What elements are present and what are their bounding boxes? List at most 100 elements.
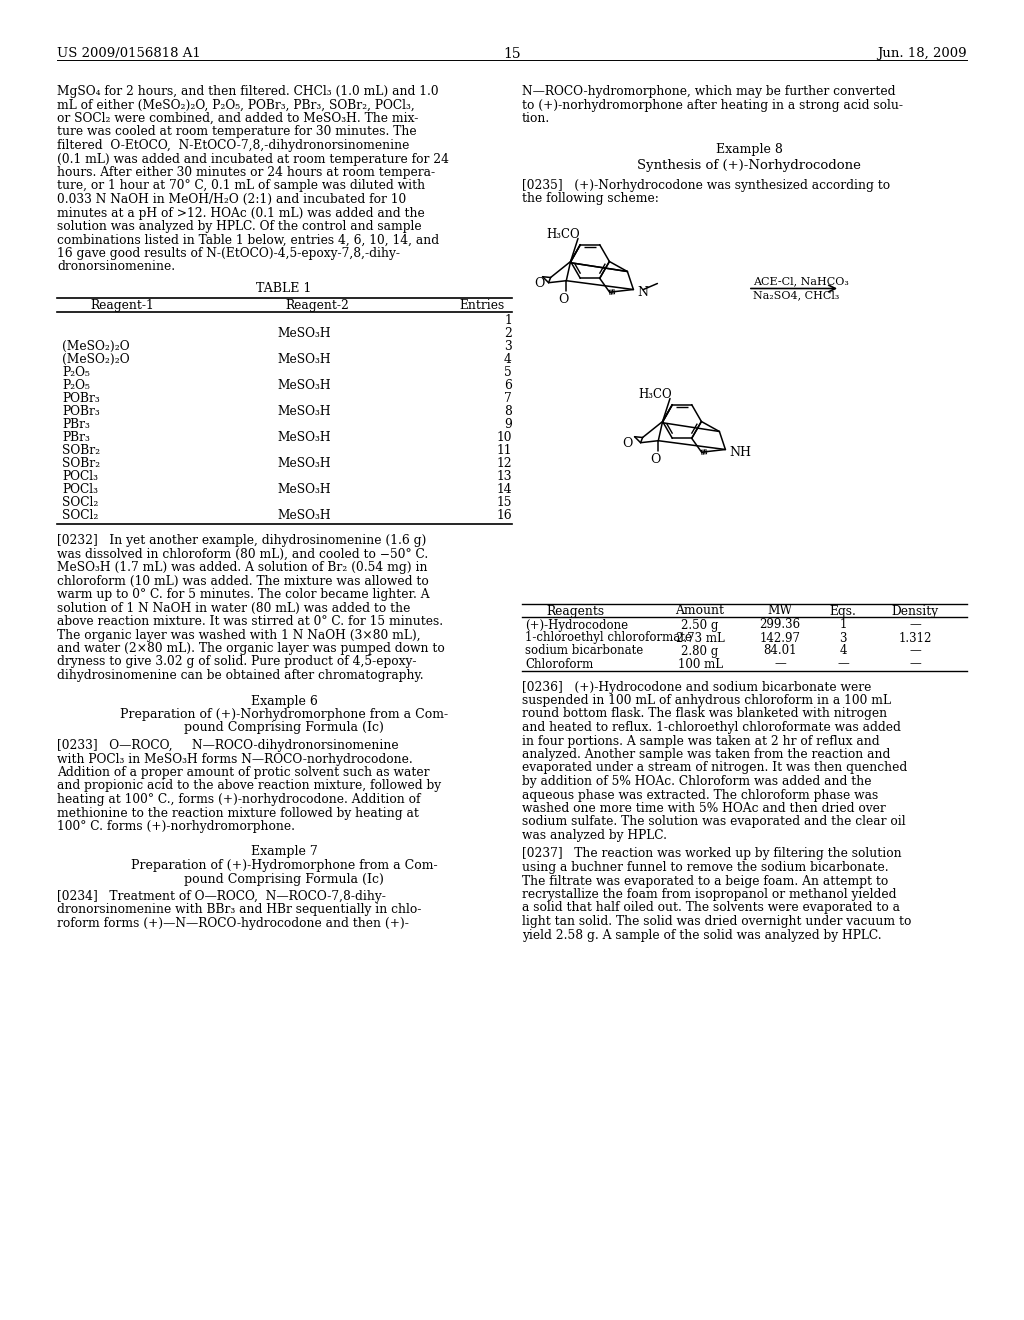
- Text: —: —: [838, 657, 849, 671]
- Text: O: O: [535, 277, 545, 289]
- Text: aqueous phase was extracted. The chloroform phase was: aqueous phase was extracted. The chlorof…: [522, 788, 879, 801]
- Text: pound Comprising Formula (Ic): pound Comprising Formula (Ic): [184, 873, 384, 886]
- Text: 2.73 mL: 2.73 mL: [676, 631, 724, 644]
- Text: O: O: [623, 437, 633, 450]
- Text: MeSO₃H (1.7 mL) was added. A solution of Br₂ (0.54 mg) in: MeSO₃H (1.7 mL) was added. A solution of…: [57, 561, 427, 574]
- Text: 1.312: 1.312: [898, 631, 932, 644]
- Text: using a buchner funnel to remove the sodium bicarbonate.: using a buchner funnel to remove the sod…: [522, 861, 889, 874]
- Text: The filtrate was evaporated to a beige foam. An attempt to: The filtrate was evaporated to a beige f…: [522, 874, 888, 887]
- Text: O: O: [650, 453, 660, 466]
- Text: 12: 12: [497, 457, 512, 470]
- Text: POBr₃: POBr₃: [62, 405, 99, 418]
- Text: roform forms (+)—N—ROCO-hydrocodone and then (+)-: roform forms (+)—N—ROCO-hydrocodone and …: [57, 917, 409, 931]
- Text: to (+)-norhydromorphone after heating in a strong acid solu-: to (+)-norhydromorphone after heating in…: [522, 99, 903, 111]
- Text: minutes at a pH of >12. HOAc (0.1 mL) was added and the: minutes at a pH of >12. HOAc (0.1 mL) wa…: [57, 206, 425, 219]
- Text: (MeSO₂)₂O: (MeSO₂)₂O: [62, 341, 130, 352]
- Text: the following scheme:: the following scheme:: [522, 191, 658, 205]
- Text: (MeSO₂)₂O: (MeSO₂)₂O: [62, 352, 130, 366]
- Text: heating at 100° C., forms (+)-norhydrocodone. Addition of: heating at 100° C., forms (+)-norhydroco…: [57, 793, 421, 807]
- Text: 100° C. forms (+)-norhydromorphone.: 100° C. forms (+)-norhydromorphone.: [57, 820, 295, 833]
- Text: solution was analyzed by HPLC. Of the control and sample: solution was analyzed by HPLC. Of the co…: [57, 220, 422, 234]
- Text: POBr₃: POBr₃: [62, 392, 99, 405]
- Text: or SOCl₂ were combined, and added to MeSO₃H. The mix-: or SOCl₂ were combined, and added to MeS…: [57, 112, 419, 125]
- Text: and heated to reflux. 1-chloroethyl chloroformate was added: and heated to reflux. 1-chloroethyl chlo…: [522, 721, 901, 734]
- Text: SOCl₂: SOCl₂: [62, 510, 98, 521]
- Text: sodium sulfate. The solution was evaporated and the clear oil: sodium sulfate. The solution was evapora…: [522, 816, 905, 829]
- Text: 100 mL: 100 mL: [678, 657, 723, 671]
- Text: chloroform (10 mL) was added. The mixture was allowed to: chloroform (10 mL) was added. The mixtur…: [57, 574, 429, 587]
- Text: 9: 9: [504, 418, 512, 432]
- Text: 1: 1: [840, 619, 847, 631]
- Text: [0232]   In yet another example, dihydrosinomenine (1.6 g): [0232] In yet another example, dihydrosi…: [57, 535, 426, 546]
- Text: (0.1 mL) was added and incubated at room temperature for 24: (0.1 mL) was added and incubated at room…: [57, 153, 449, 165]
- Text: Reagents: Reagents: [546, 605, 604, 618]
- Text: MgSO₄ for 2 hours, and then filtered. CHCl₃ (1.0 mL) and 1.0: MgSO₄ for 2 hours, and then filtered. CH…: [57, 84, 438, 98]
- Text: P₂O₅: P₂O₅: [62, 379, 90, 392]
- Text: warm up to 0° C. for 5 minutes. The color became lighter. A: warm up to 0° C. for 5 minutes. The colo…: [57, 587, 430, 601]
- Text: and water (2×80 mL). The organic layer was pumped down to: and water (2×80 mL). The organic layer w…: [57, 642, 444, 655]
- Text: N—ROCO-hydromorphone, which may be further converted: N—ROCO-hydromorphone, which may be furth…: [522, 84, 896, 98]
- Text: US 2009/0156818 A1: US 2009/0156818 A1: [57, 48, 201, 59]
- Text: 84.01: 84.01: [763, 644, 797, 657]
- Text: —: —: [774, 657, 785, 671]
- Text: 10: 10: [497, 432, 512, 444]
- Text: was analyzed by HPLC.: was analyzed by HPLC.: [522, 829, 667, 842]
- Text: MeSO₃H: MeSO₃H: [278, 379, 331, 392]
- Text: tion.: tion.: [522, 112, 550, 125]
- Text: suspended in 100 mL of anhydrous chloroform in a 100 mL: suspended in 100 mL of anhydrous chlorof…: [522, 694, 891, 708]
- Text: 299.36: 299.36: [760, 619, 801, 631]
- Text: hours. After either 30 minutes or 24 hours at room tempera-: hours. After either 30 minutes or 24 hou…: [57, 166, 435, 180]
- Text: Addition of a proper amount of protic solvent such as water: Addition of a proper amount of protic so…: [57, 766, 429, 779]
- Text: P₂O₅: P₂O₅: [62, 366, 90, 379]
- Text: 5: 5: [504, 366, 512, 379]
- Text: ture, or 1 hour at 70° C, 0.1 mL of sample was diluted with: ture, or 1 hour at 70° C, 0.1 mL of samp…: [57, 180, 425, 193]
- Text: 15: 15: [497, 496, 512, 510]
- Text: —: —: [909, 657, 921, 671]
- Text: [0237]   The reaction was worked up by filtering the solution: [0237] The reaction was worked up by fil…: [522, 847, 901, 861]
- Text: MeSO₃H: MeSO₃H: [278, 457, 331, 470]
- Text: POCl₃: POCl₃: [62, 483, 98, 496]
- Text: Amount: Amount: [676, 605, 725, 618]
- Text: MeSO₃H: MeSO₃H: [278, 483, 331, 496]
- Text: 16 gave good results of N-(EtOCO)-4,5-epoxy-7,8,-dihy-: 16 gave good results of N-(EtOCO)-4,5-ep…: [57, 247, 400, 260]
- Text: 13: 13: [497, 470, 512, 483]
- Text: Jun. 18, 2009: Jun. 18, 2009: [878, 48, 967, 59]
- Text: TABLE 1: TABLE 1: [256, 282, 311, 294]
- Text: 3: 3: [504, 341, 512, 352]
- Text: filtered  O-EtOCO,  N-EtOCO-7,8,-dihydronorsinomenine: filtered O-EtOCO, N-EtOCO-7,8,-dihydrono…: [57, 139, 410, 152]
- Text: sodium bicarbonate: sodium bicarbonate: [525, 644, 643, 657]
- Text: Reagent-2: Reagent-2: [285, 300, 349, 312]
- Text: a solid that half oiled out. The solvents were evaporated to a: a solid that half oiled out. The solvent…: [522, 902, 900, 915]
- Text: 2: 2: [504, 327, 512, 341]
- Text: NH: NH: [729, 446, 752, 458]
- Text: POCl₃: POCl₃: [62, 470, 98, 483]
- Text: pound Comprising Formula (Ic): pound Comprising Formula (Ic): [184, 722, 384, 734]
- Text: was dissolved in chloroform (80 mL), and cooled to −50° C.: was dissolved in chloroform (80 mL), and…: [57, 548, 428, 561]
- Text: with POCl₃ in MeSO₃H forms N—ROCO-norhydrocodone.: with POCl₃ in MeSO₃H forms N—ROCO-norhyd…: [57, 752, 413, 766]
- Text: SOBr₂: SOBr₂: [62, 444, 100, 457]
- Text: 3: 3: [840, 631, 847, 644]
- Text: (+)-Hydrocodone: (+)-Hydrocodone: [525, 619, 628, 631]
- Text: 7: 7: [504, 392, 512, 405]
- Text: 4: 4: [504, 352, 512, 366]
- Text: 2.80 g: 2.80 g: [681, 644, 719, 657]
- Text: Preparation of (+)-Norhydromorphone from a Com-: Preparation of (+)-Norhydromorphone from…: [120, 708, 449, 721]
- Text: evaporated under a stream of nitrogen. It was then quenched: evaporated under a stream of nitrogen. I…: [522, 762, 907, 775]
- Text: Example 8: Example 8: [716, 144, 782, 157]
- Text: ture was cooled at room temperature for 30 minutes. The: ture was cooled at room temperature for …: [57, 125, 417, 139]
- Text: ACE-Cl, NaHCO₃: ACE-Cl, NaHCO₃: [753, 276, 849, 286]
- Text: PBr₃: PBr₃: [62, 432, 90, 444]
- Text: [0235]   (+)-Norhydrocodone was synthesized according to: [0235] (+)-Norhydrocodone was synthesize…: [522, 178, 890, 191]
- Text: Chloroform: Chloroform: [525, 657, 593, 671]
- Text: The organic layer was washed with 1 N NaOH (3×80 mL),: The organic layer was washed with 1 N Na…: [57, 628, 421, 642]
- Text: Na₂SO4, CHCl₃: Na₂SO4, CHCl₃: [753, 290, 840, 301]
- Text: Synthesis of (+)-Norhydrocodone: Synthesis of (+)-Norhydrocodone: [637, 158, 861, 172]
- Text: light tan solid. The solid was dried overnight under vacuum to: light tan solid. The solid was dried ove…: [522, 915, 911, 928]
- Text: 8: 8: [504, 405, 512, 418]
- Text: —: —: [909, 619, 921, 631]
- Text: N: N: [637, 285, 648, 298]
- Text: Example 7: Example 7: [251, 846, 317, 858]
- Text: washed one more time with 5% HOAc and then dried over: washed one more time with 5% HOAc and th…: [522, 803, 886, 814]
- Text: 15: 15: [503, 48, 521, 61]
- Text: yield 2.58 g. A sample of the solid was analyzed by HPLC.: yield 2.58 g. A sample of the solid was …: [522, 928, 882, 941]
